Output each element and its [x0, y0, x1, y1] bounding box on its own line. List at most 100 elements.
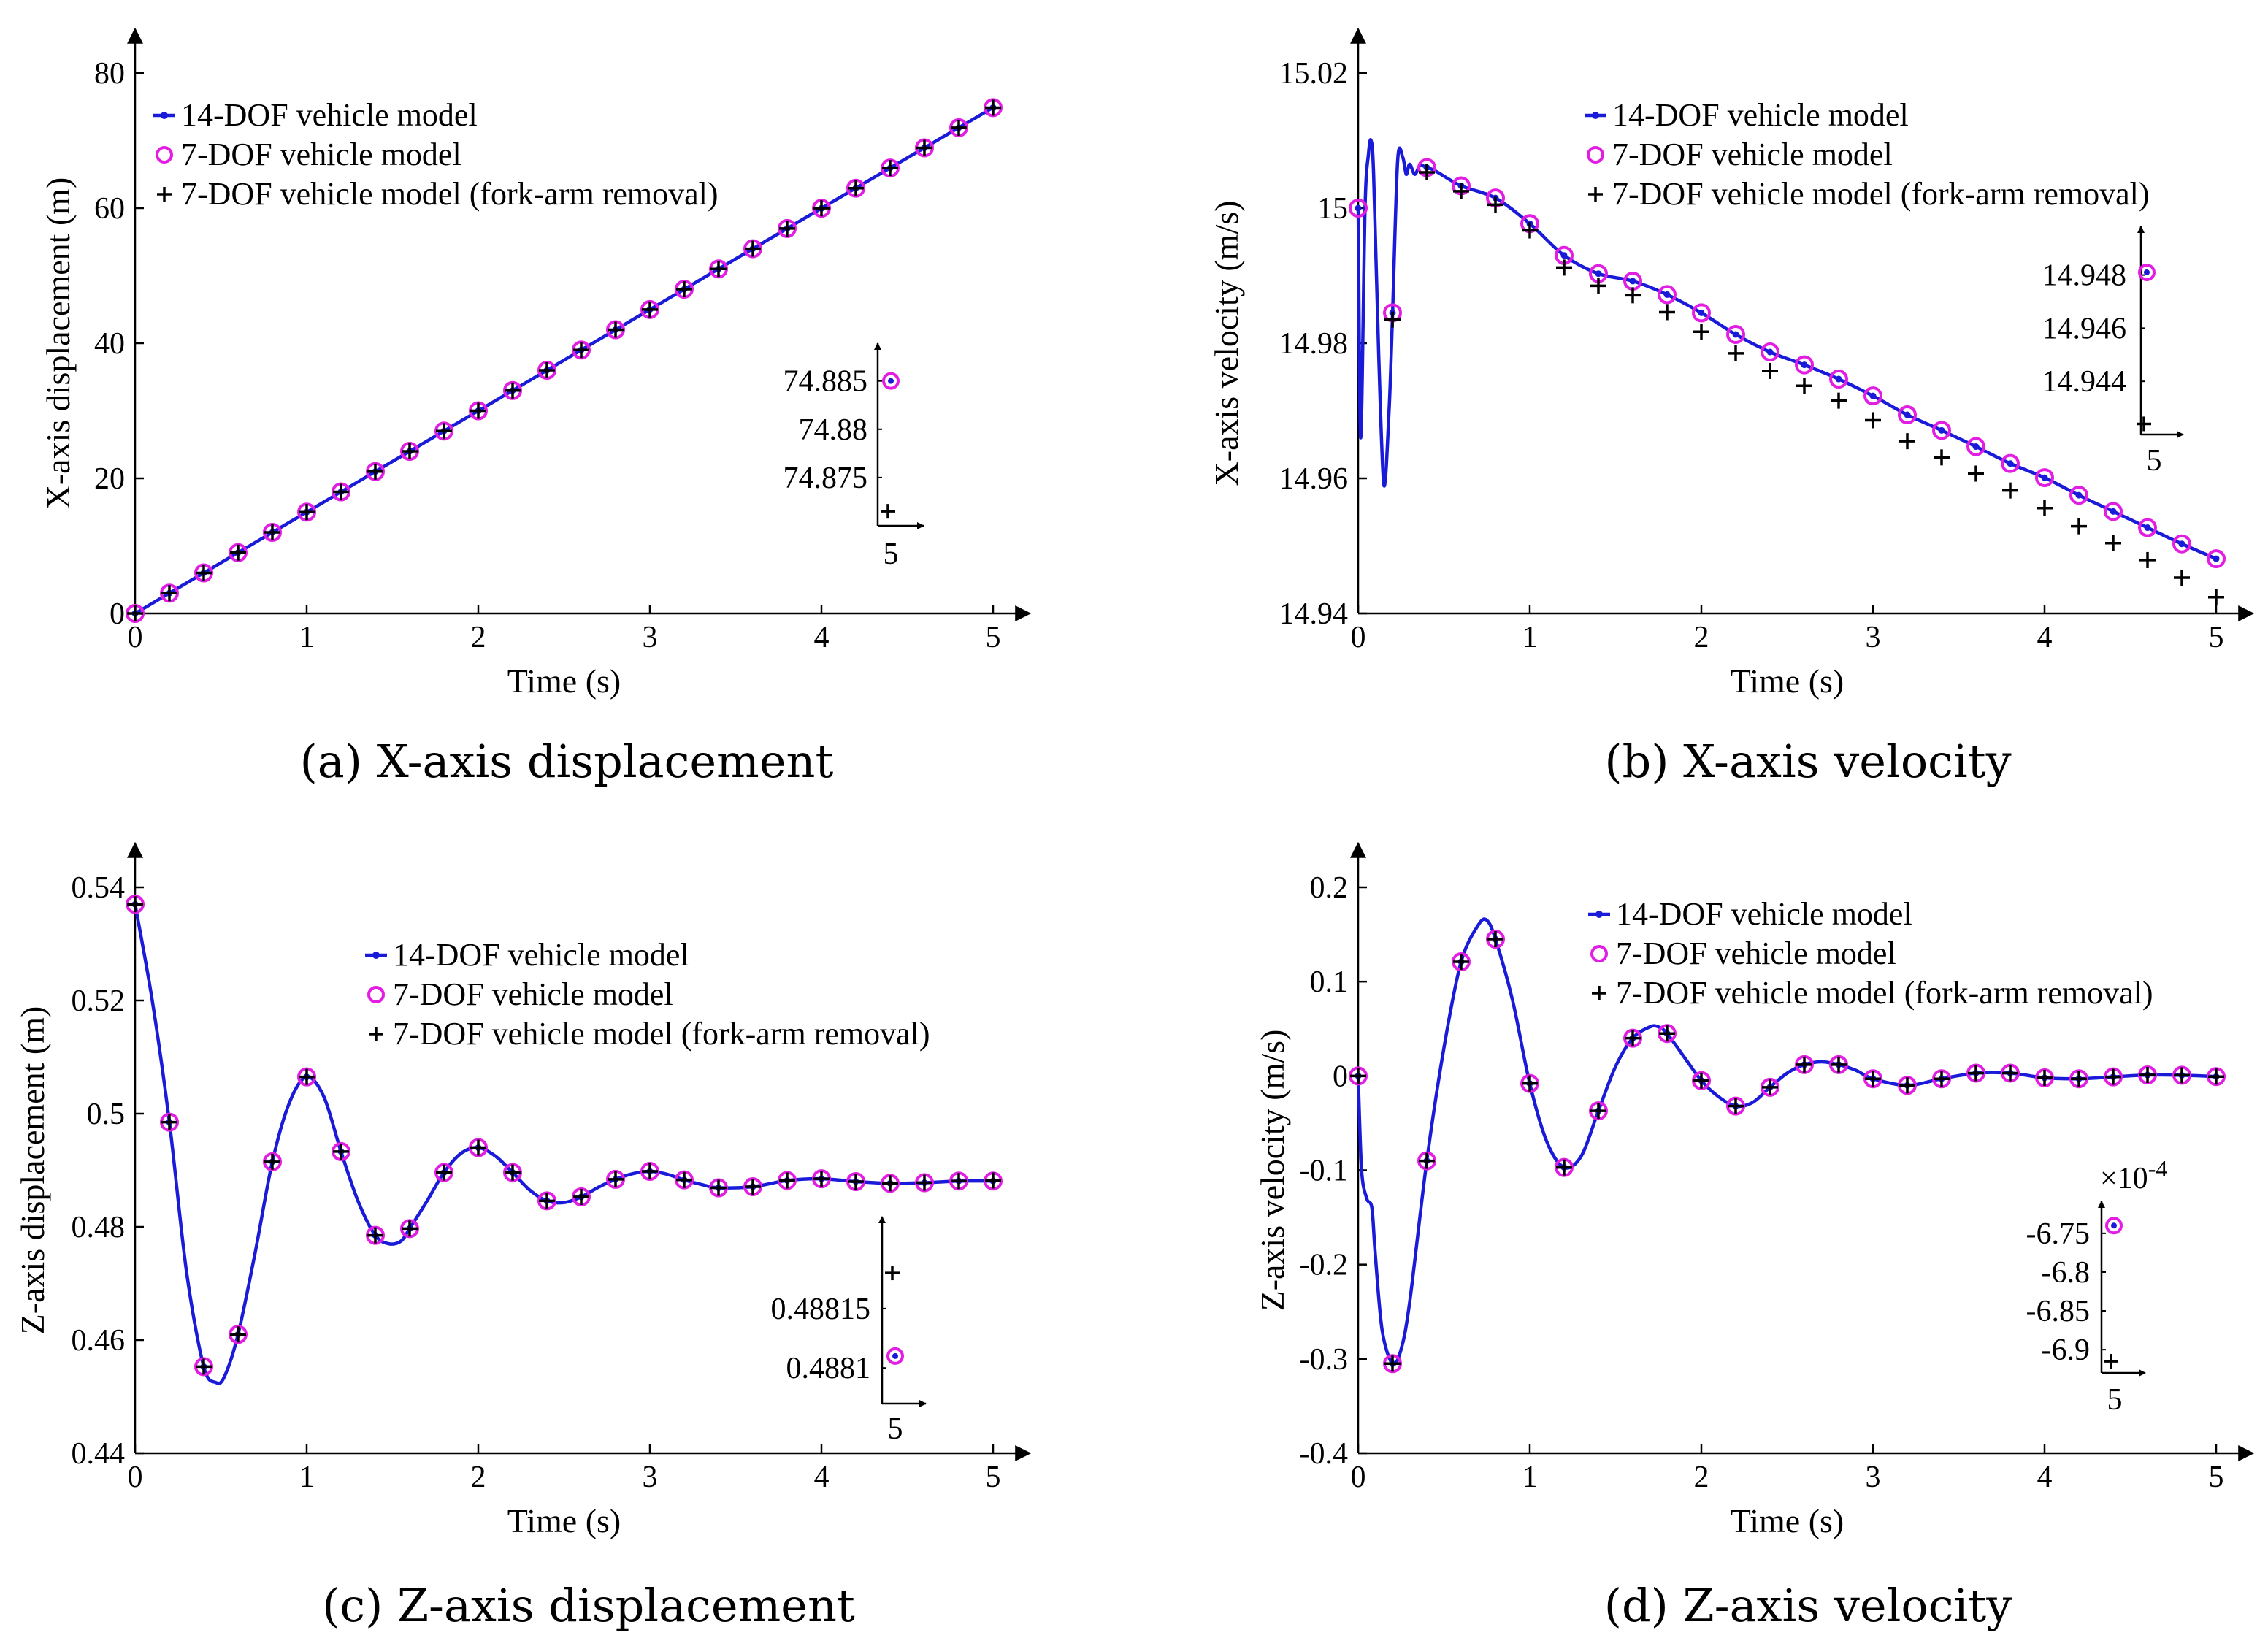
- series-7dof-marker: [2138, 518, 2157, 537]
- x-tick-label: 1: [1522, 621, 1538, 654]
- series-7dof-fork-marker: [161, 1114, 177, 1130]
- legend-circle-swatch: [1587, 146, 1604, 164]
- series-14dof-marker: [1595, 270, 1602, 278]
- y-tick-label: 15: [1317, 192, 1348, 226]
- legend-label-7dof-fork: 7-DOF vehicle model (fork-arm removal): [393, 1016, 930, 1052]
- y-tick-label: 80: [94, 57, 125, 91]
- panel-d: 0 1 2 3 4 5 -0.4 -0.3 -0.2 -0.1 0 0.1 0.2 Time (s) Z-a…: [1254, 841, 2255, 1539]
- series-7dof-fork-marker: [333, 1143, 349, 1160]
- series-7dof-fork-marker: [367, 1227, 383, 1244]
- x-axis-label: Time (s): [1731, 1502, 1844, 1539]
- caption-a: (a) X-axis displacement: [300, 735, 834, 788]
- series-7dof-fork-marker: [2037, 500, 2053, 516]
- legend-plus-swatch: [1588, 187, 1603, 202]
- y-tick-label: 0.44: [72, 1437, 126, 1471]
- series-7dof-fork-marker: [1865, 1071, 1881, 1087]
- series-7dof-fork-marker: [1556, 259, 1572, 276]
- inset-7dof-marker: [2105, 1217, 2123, 1235]
- series-7dof-fork-marker: [264, 1153, 280, 1170]
- series-7dof-fork-marker: [1934, 1071, 1950, 1087]
- series-7dof-fork-marker: [1590, 1103, 1606, 1120]
- series-7dof-fork-marker: [539, 362, 555, 378]
- x-tick-label: 3: [643, 621, 658, 654]
- inset-14dof-marker: [2111, 1222, 2117, 1229]
- series-7dof-fork-marker: [436, 423, 452, 440]
- series-7dof-fork-marker: [505, 1164, 521, 1181]
- x-tick-label: 0: [1351, 1461, 1366, 1494]
- legend-label-7dof-fork: 7-DOF vehicle model (fork-arm removal): [181, 176, 719, 212]
- series-7dof-fork-marker: [2037, 1069, 2053, 1086]
- inset-14dof-marker: [892, 1352, 898, 1359]
- y-axis-label: X-axis displacement (m): [39, 177, 77, 510]
- inset-x-tick-label: 5: [888, 1412, 903, 1446]
- legend-label-14dof: 14-DOF vehicle model: [393, 937, 689, 973]
- legend-dot-swatch: [372, 952, 380, 959]
- y-axis-label: Z-axis velocity (m/s): [1254, 1030, 1291, 1312]
- series-7dof-fork-marker: [1556, 1159, 1572, 1176]
- series-7dof-fork-marker: [1453, 954, 1469, 971]
- series-7dof-fork-marker: [642, 1163, 658, 1180]
- zoom-inset: 74.875 74.88 74.885 5: [784, 342, 924, 571]
- inset-y-tick-label: 14.946: [2042, 312, 2127, 345]
- series-7dof-fork-marker: [299, 1068, 315, 1085]
- y-tick-label: 0.1: [1310, 965, 1349, 999]
- series-7dof-marker: [1966, 437, 1985, 456]
- zoom-inset: 14.944 14.946 14.948 5: [2042, 226, 2184, 478]
- series-7dof-fork-marker: [1625, 287, 1641, 304]
- series-7dof-fork-marker: [573, 342, 589, 359]
- series-7dof-fork-marker: [1487, 196, 1503, 213]
- series-14dof-marker: [1938, 426, 1945, 434]
- inset-y-tick-label: -6.75: [2026, 1217, 2091, 1251]
- series-14dof-marker: [1732, 331, 1739, 338]
- inset-y-tick-label: 74.885: [784, 365, 868, 399]
- legend-label-7dof: 7-DOF vehicle model: [1612, 137, 1893, 172]
- x-tick-label: 1: [299, 1461, 315, 1494]
- series-14dof-marker: [1355, 204, 1362, 212]
- series-7dof-fork-marker: [1865, 412, 1881, 429]
- series-7dof-fork-marker: [2002, 482, 2018, 499]
- y-tick-label: 40: [94, 327, 125, 361]
- series-7dof-marker: [1349, 199, 1368, 218]
- legend-plus-swatch: [1592, 986, 1606, 1000]
- series-14dof-marker: [2007, 460, 2014, 467]
- y-axis-label: X-axis velocity (m/s): [1208, 201, 1245, 486]
- series-7dof-fork-marker: [230, 544, 246, 561]
- inset-7dof-fork-marker: [885, 1266, 900, 1281]
- series-7dof-marker: [1795, 355, 1814, 375]
- series-14dof-marker: [1972, 443, 1980, 451]
- series-7dof-fork-marker: [1796, 1056, 1812, 1073]
- x-tick-label: 2: [471, 1461, 486, 1494]
- series-7dof-fork-marker: [1384, 311, 1401, 328]
- series-14dof-marker: [1766, 348, 1774, 356]
- series-7dof-fork-marker: [1522, 222, 1538, 239]
- series-7dof-fork-marker: [2071, 518, 2087, 535]
- series-7dof-fork-marker: [2002, 1065, 2018, 1082]
- x-axis-label: Time (s): [507, 1502, 621, 1539]
- series-7dof-fork-marker: [402, 1220, 418, 1237]
- inset-x-tick-label: 5: [2147, 444, 2162, 478]
- series-7dof-fork-marker: [1659, 1025, 1675, 1042]
- series-7dof-fork-marker: [813, 200, 830, 217]
- legend: 14-DOF vehicle model 7-DOF vehicle model 7…: [1585, 97, 2150, 212]
- series-7dof-fork-marker: [573, 1188, 589, 1205]
- inset-7dof-marker: [886, 1347, 904, 1365]
- inset-y-tick-label: 0.4881: [786, 1352, 871, 1385]
- series-7dof-fork-marker: [882, 1175, 898, 1192]
- x-tick-label: 2: [1694, 1461, 1709, 1494]
- inset-y-tick-label: -6.85: [2026, 1295, 2091, 1328]
- y-tick-label: 0.48: [72, 1211, 126, 1244]
- series-7dof-marker: [2069, 486, 2088, 505]
- y-tick-label: 20: [94, 462, 125, 496]
- series-7dof-fork-marker: [2105, 535, 2121, 551]
- panel-c: 0 1 2 3 4 5 0.44 0.46 0.48 0.5 0.52 0.54 Time (s) Z-a…: [14, 841, 1032, 1539]
- series-7dof-marker: [1898, 405, 1917, 425]
- y-tick-label: 15.02: [1279, 57, 1349, 91]
- series-7dof-fork-marker: [985, 1172, 1001, 1189]
- series-7dof-fork-marker: [1487, 931, 1503, 948]
- series-7dof-fork-marker: [161, 585, 177, 602]
- series-7dof-fork-marker: [299, 504, 315, 521]
- series-7dof-fork-marker: [505, 382, 521, 399]
- series-7dof-fork-marker: [196, 1358, 212, 1375]
- series-7dof-fork-marker: [1728, 1098, 1744, 1114]
